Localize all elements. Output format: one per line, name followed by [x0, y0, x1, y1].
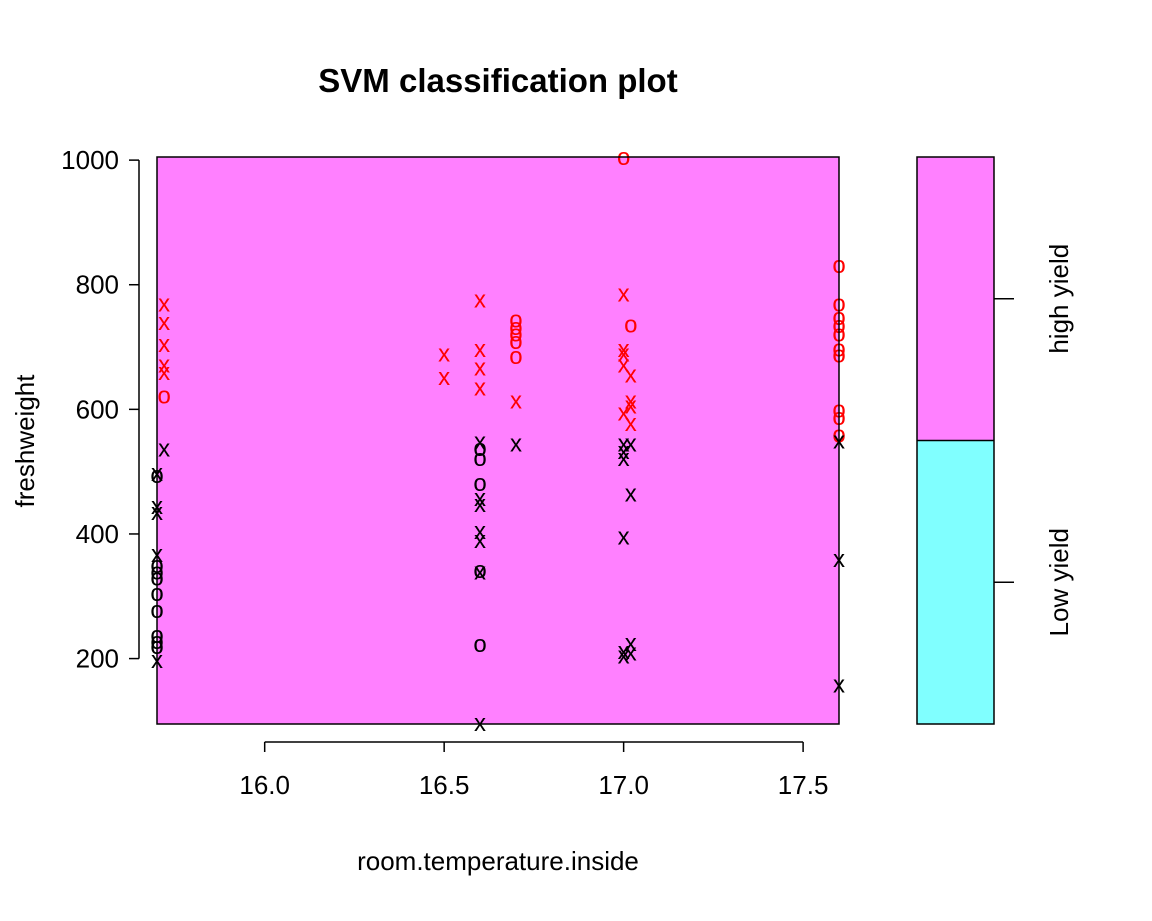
data-point: o	[509, 320, 522, 347]
data-point: x	[158, 331, 170, 358]
data-point: o	[509, 343, 522, 370]
data-point: o	[509, 314, 522, 341]
data-point: o	[509, 328, 522, 355]
y-tick-label: 1000	[61, 145, 119, 175]
data-point: x	[158, 436, 170, 463]
data-point: x	[158, 290, 170, 317]
x-tick-label: 17.5	[778, 770, 829, 800]
data-point: x	[618, 399, 630, 426]
data-point: x	[625, 361, 637, 388]
x-tick-label: 17.0	[598, 770, 649, 800]
data-point: x	[510, 431, 522, 458]
legend-swatch	[917, 157, 994, 441]
data-point: x	[158, 309, 170, 336]
data-point: x	[474, 336, 486, 363]
data-point: x	[618, 438, 630, 465]
data-point: x	[474, 287, 486, 314]
x-tick-label: 16.5	[419, 770, 470, 800]
data-point: x	[474, 491, 486, 518]
data-point: x	[158, 351, 170, 378]
data-point: x	[158, 359, 170, 386]
data-point: x	[474, 485, 486, 512]
data-point: o	[473, 631, 486, 658]
data-point: o	[624, 312, 637, 339]
data-point: x	[625, 630, 637, 657]
data-point: x	[510, 388, 522, 415]
data-point: o	[509, 307, 522, 334]
data-point: x	[618, 431, 630, 458]
data-point: x	[618, 445, 630, 472]
x-axis: 16.0 16.5 17.0 17.5	[239, 741, 829, 800]
legend: high yield Low yield	[916, 156, 1074, 725]
plot-frame	[156, 156, 840, 725]
data-point: x	[474, 518, 486, 545]
y-tick-label: 200	[76, 644, 119, 674]
data-point: x	[625, 410, 637, 437]
data-point: x	[618, 523, 630, 550]
data-point: x	[618, 638, 630, 665]
y-tick-label: 400	[76, 519, 119, 549]
y-tick-label: 600	[76, 394, 119, 424]
x-tick-label: 16.0	[239, 770, 290, 800]
decision-region	[157, 157, 839, 724]
data-point: x	[618, 642, 630, 669]
y-axis: 200 400 600 800 1000	[61, 145, 140, 674]
data-point: x	[618, 280, 630, 307]
y-axis-label: freshweight	[10, 374, 40, 508]
data-point: x	[625, 388, 637, 415]
data-point: o	[473, 435, 486, 462]
data-point: x	[618, 351, 630, 378]
x-axis-label: room.temperature.inside	[357, 846, 639, 876]
data-point: x	[474, 429, 486, 456]
data-point: o	[473, 557, 486, 584]
data-point: x	[625, 639, 637, 666]
data-point: o	[473, 445, 486, 472]
legend-label: high yield	[1044, 244, 1074, 354]
data-point: x	[438, 340, 450, 367]
data-point: x	[438, 364, 450, 391]
data-point: x	[625, 480, 637, 507]
data-point: o	[157, 383, 170, 410]
legend-swatch	[917, 440, 994, 724]
y-tick-label: 800	[76, 270, 119, 300]
data-point: x	[474, 558, 486, 585]
data-point: x	[474, 355, 486, 382]
legend-label: Low yield	[1044, 528, 1074, 636]
data-point: x	[625, 393, 637, 420]
data-point: x	[474, 527, 486, 554]
chart-title: SVM classification plot	[318, 62, 677, 99]
data-point: x	[618, 336, 630, 363]
data-point: x	[625, 431, 637, 458]
data-point: x	[618, 340, 630, 367]
data-point: x	[474, 375, 486, 402]
data-point: o	[473, 470, 486, 497]
